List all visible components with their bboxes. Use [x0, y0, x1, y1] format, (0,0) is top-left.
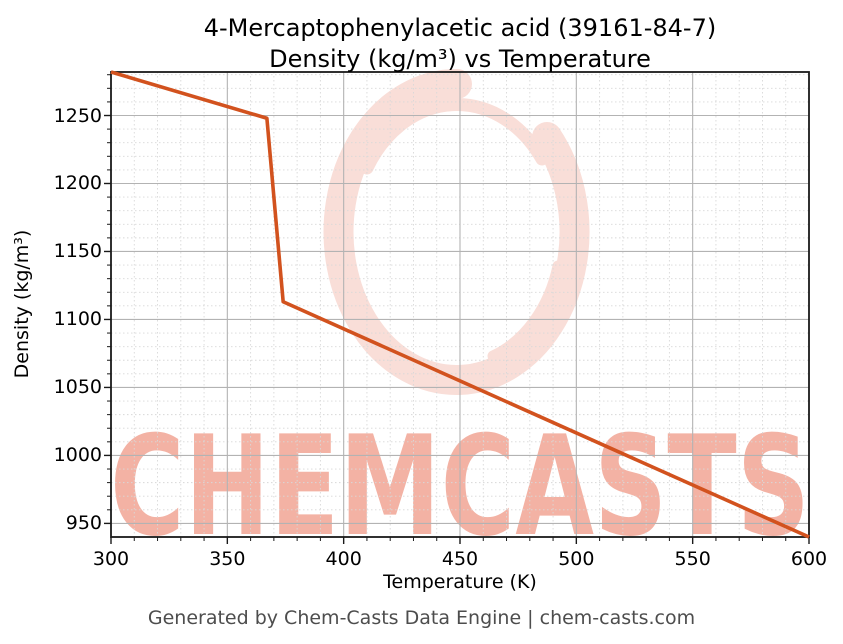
y-tick-label: 1150 [53, 240, 102, 263]
x-tick-label: 300 [92, 548, 130, 570]
y-tick-label: 1250 [53, 104, 102, 127]
y-tick-label: 950 [65, 512, 102, 535]
x-tick-label: 450 [441, 548, 479, 570]
density-line [110, 70, 810, 539]
x-tick-label: 600 [790, 548, 828, 570]
x-axis-label: Temperature (K) [383, 571, 537, 593]
x-tick-label: 350 [209, 548, 246, 570]
watermark-circle-swoosh-bottom [487, 260, 564, 362]
chart-title: 4-Mercaptophenylacetic acid (39161-84-7)… [111, 13, 809, 75]
x-tick-label: 500 [558, 548, 595, 570]
y-tick-label: 1100 [53, 308, 102, 331]
chart-title-line1: 4-Mercaptophenylacetic acid (39161-84-7) [203, 14, 717, 42]
y-tick-label: 1200 [53, 172, 102, 195]
y-tick-label: 1050 [53, 376, 102, 399]
footer-credit: Generated by Chem-Casts Data Engine | ch… [147, 607, 696, 629]
x-tick-label: 550 [674, 548, 711, 570]
chart-title-line2: Density (kg/m³) vs Temperature [269, 45, 651, 73]
watermark-circle-swoosh-top [360, 98, 549, 175]
x-tick-label: 400 [325, 548, 362, 570]
watermark-circle [323, 68, 590, 395]
y-tick-label: 1000 [53, 444, 102, 467]
